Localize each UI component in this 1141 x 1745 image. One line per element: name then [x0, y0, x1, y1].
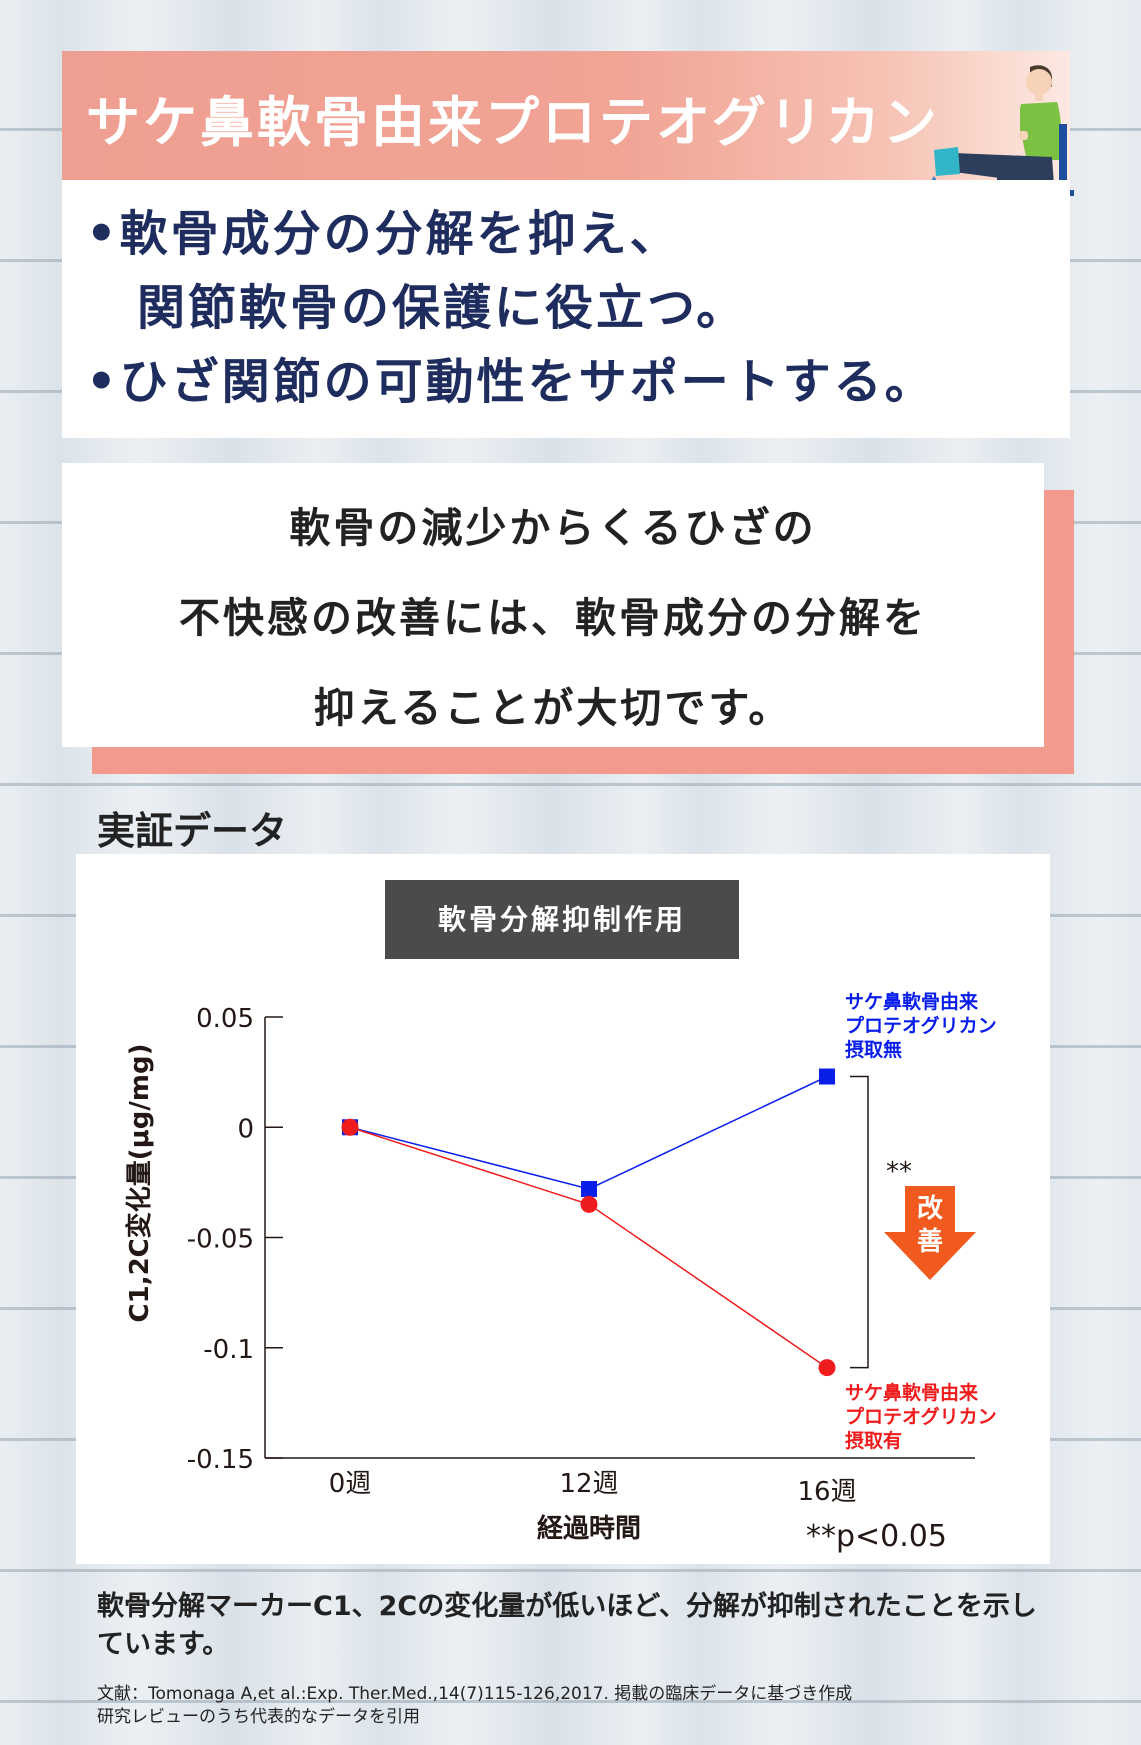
bullet-box: [62, 180, 1070, 438]
chart-title-box: [385, 880, 739, 959]
bullet-item: 関節軟骨の保護に役立つ。: [86, 280, 748, 336]
legend-label: サケ鼻軟骨由来: [845, 990, 978, 1013]
x-tick-label: 16週: [797, 1477, 856, 1507]
legend-label: サケ鼻軟骨由来: [845, 1381, 978, 1404]
x-tick-label: 12週: [559, 1469, 618, 1499]
bullet-item: •ひざ関節の可動性をサポートする。: [86, 354, 936, 410]
legend-label: 摂取有: [845, 1429, 902, 1452]
legend-label: プロテオグリカン: [845, 1014, 997, 1037]
section-heading: 実証データ: [97, 809, 288, 853]
y-tick-label: -0.05: [187, 1225, 254, 1255]
message-line: 不快感の改善には、軟骨成分の分解を: [179, 594, 927, 642]
p-value-label: **p<0.05: [806, 1519, 947, 1554]
chart-title: 軟骨分解抑制作用: [437, 903, 686, 936]
page-title: サケ鼻軟骨由来プロテオグリカン: [86, 91, 940, 154]
x-axis-label: 経過時間: [537, 1513, 641, 1544]
series-line: [349, 1126, 828, 1369]
title-band: [62, 51, 1070, 180]
message-box: [62, 463, 1044, 747]
data-point-circle: [818, 1359, 836, 1377]
message-line: 軟骨の減少からくるひざの: [289, 504, 817, 552]
significance-label: **: [886, 1157, 912, 1187]
bullet-item: •軟骨成分の分解を抑え、: [86, 206, 681, 262]
y-axis-label: C1,2C変化量(μg/mg): [124, 1044, 155, 1323]
legend-label: 摂取無: [845, 1038, 902, 1061]
y-tick-label: -0.1: [203, 1335, 254, 1365]
series-line: [349, 1075, 828, 1190]
x-tick-label: 0週: [329, 1469, 372, 1499]
reference-line: 文献：Tomonaga A,et al.:Exp. Ther.Med.,14(7…: [97, 1684, 853, 1704]
y-tick-label: 0.05: [196, 1004, 254, 1034]
significance-bracket: [850, 1075, 869, 1369]
improvement-label: 善: [917, 1226, 943, 1257]
data-point-square: [581, 1180, 597, 1197]
caption: 軟骨分解マーカーC1、2Cの変化量が低いほど、分解が抑制されたことを示しています…: [97, 1591, 1037, 1660]
data-point-square: [819, 1068, 835, 1085]
y-tick-label: 0: [237, 1114, 254, 1144]
improvement-label: 改: [917, 1193, 943, 1224]
data-point-circle: [341, 1118, 359, 1136]
message-line: 抑えることが大切です。: [313, 684, 793, 732]
data-point-circle: [580, 1195, 598, 1213]
down-arrow-icon: [884, 1186, 976, 1280]
chart-panel: [76, 854, 1050, 1564]
y-tick-label: -0.15: [187, 1445, 254, 1475]
legend-label: プロテオグリカン: [845, 1405, 997, 1428]
reference-line: 研究レビューのうち代表的なデータを引用: [97, 1707, 420, 1727]
